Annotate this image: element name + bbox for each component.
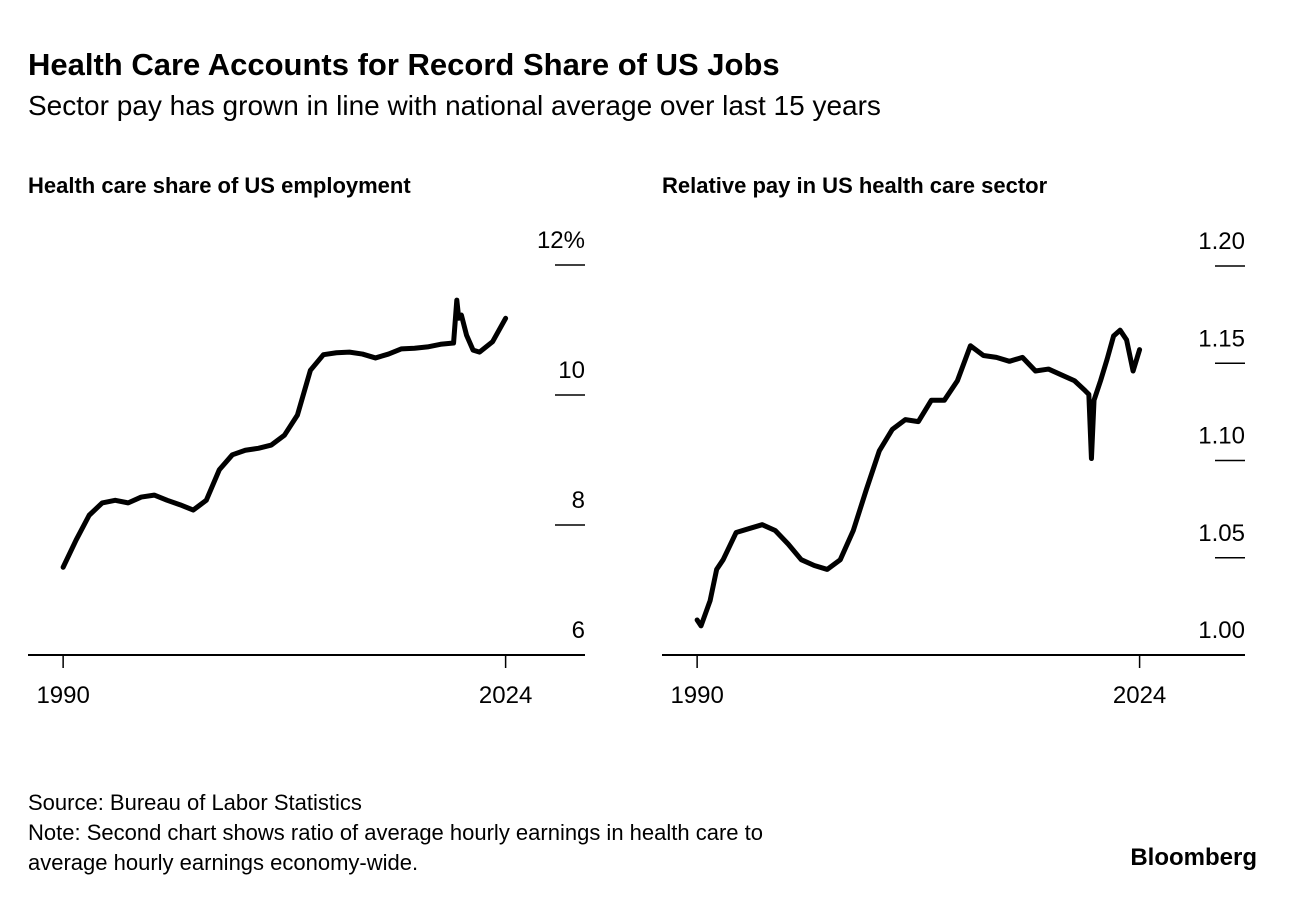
data-line	[60, 297, 509, 570]
y-tick-label: 1.15	[1198, 325, 1245, 352]
y-tick-label: 12%	[537, 227, 585, 254]
subtitle: Sector pay has grown in line with nation…	[28, 90, 881, 121]
x-tick-label: 2024	[1113, 682, 1166, 709]
y-tick-label: 8	[572, 487, 585, 514]
x-tick-label: 1990	[36, 682, 89, 709]
y-tick-label: 10	[558, 357, 585, 384]
x-tick-label: 2024	[479, 682, 532, 709]
y-tick-label: 6	[572, 617, 585, 644]
chart-title: Relative pay in US health care sector	[662, 173, 1048, 198]
note: average hourly earnings economy-wide.	[28, 850, 418, 875]
chart-title: Health care share of US employment	[28, 173, 411, 198]
x-tick-label: 1990	[670, 682, 723, 709]
data-line	[694, 327, 1143, 629]
note: Note: Second chart shows ratio of averag…	[28, 820, 763, 845]
y-tick-label: 1.20	[1198, 228, 1245, 255]
source: Source: Bureau of Labor Statistics	[28, 790, 362, 815]
y-tick-label: 1.05	[1198, 520, 1245, 547]
title: Health Care Accounts for Record Share of…	[28, 47, 780, 82]
y-tick-label: 1.00	[1198, 617, 1245, 644]
y-tick-label: 1.10	[1198, 423, 1245, 450]
logo: Bloomberg	[1130, 844, 1257, 871]
